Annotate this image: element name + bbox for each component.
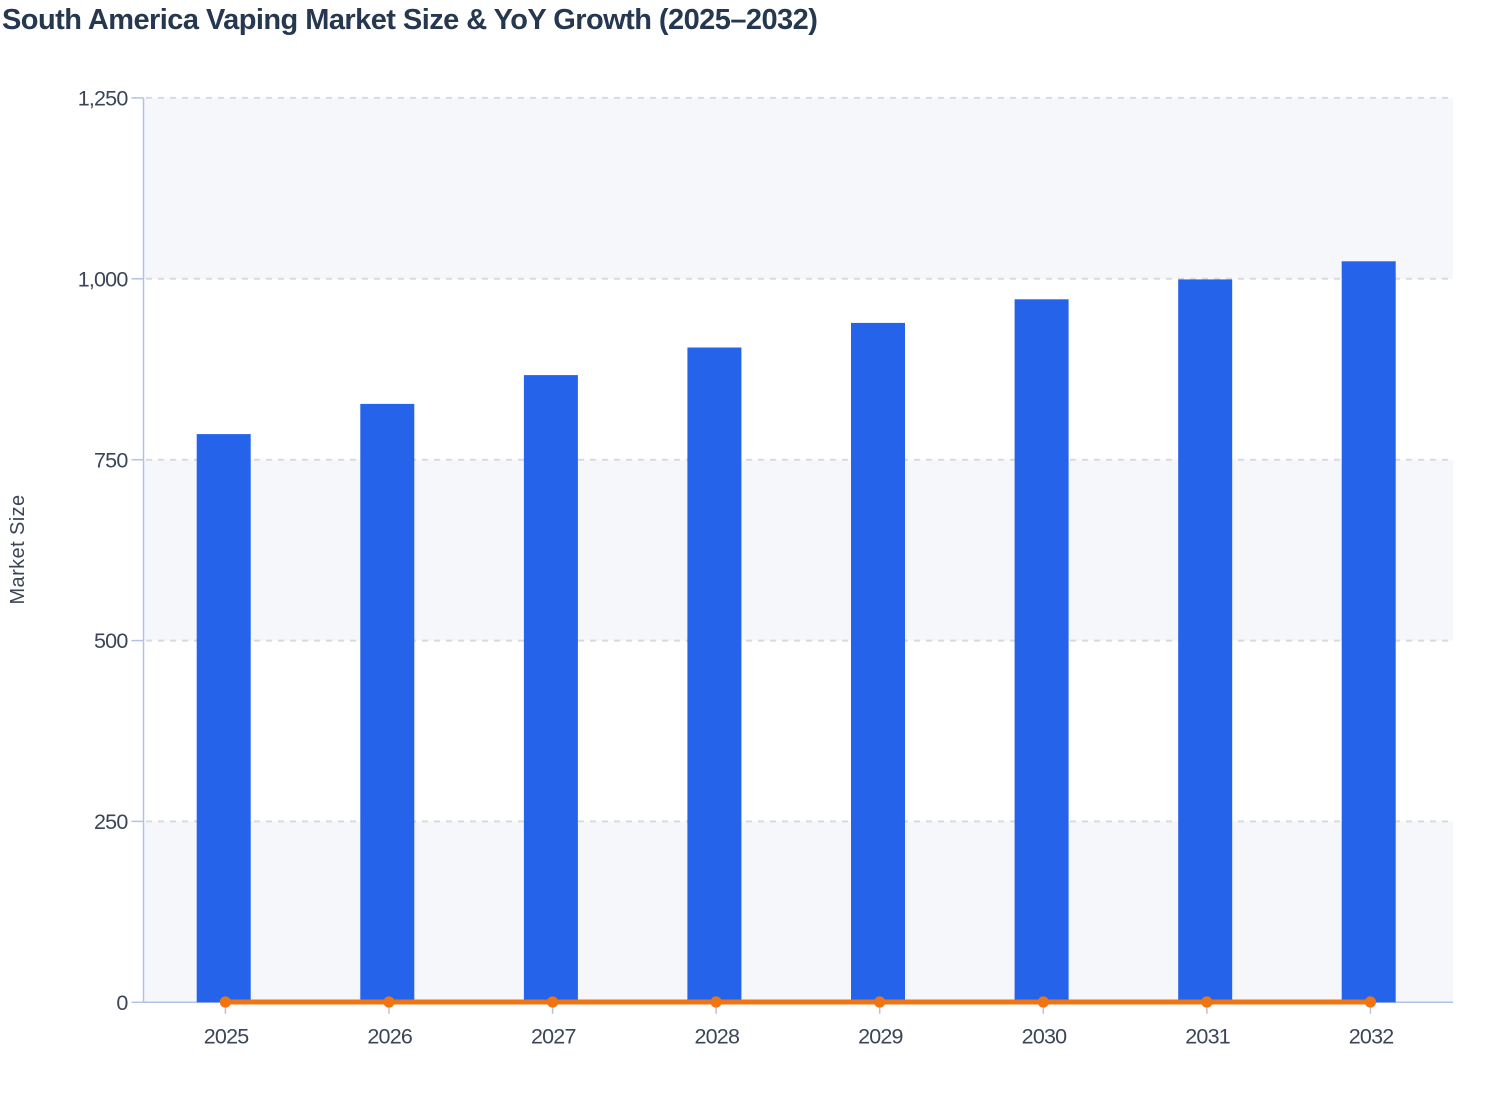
svg-text:South America Vaping Market Si: South America Vaping Market Size & YoY G… [2,4,817,36]
svg-text:250: 250 [94,810,128,834]
svg-text:2025: 2025 [204,1025,249,1049]
svg-text:750: 750 [94,448,128,472]
svg-text:2028: 2028 [694,1025,739,1049]
svg-text:0: 0 [116,991,128,1015]
svg-text:2032: 2032 [1349,1025,1394,1049]
svg-text:2026: 2026 [367,1025,412,1049]
svg-text:2029: 2029 [858,1025,903,1049]
svg-text:Market Size: Market Size [7,495,29,605]
svg-text:2031: 2031 [1185,1025,1230,1049]
svg-text:2030: 2030 [1022,1025,1067,1049]
svg-text:500: 500 [94,629,128,653]
svg-text:2027: 2027 [531,1025,576,1049]
svg-text:1,000: 1,000 [78,267,129,291]
svg-text:1,250: 1,250 [78,87,129,111]
